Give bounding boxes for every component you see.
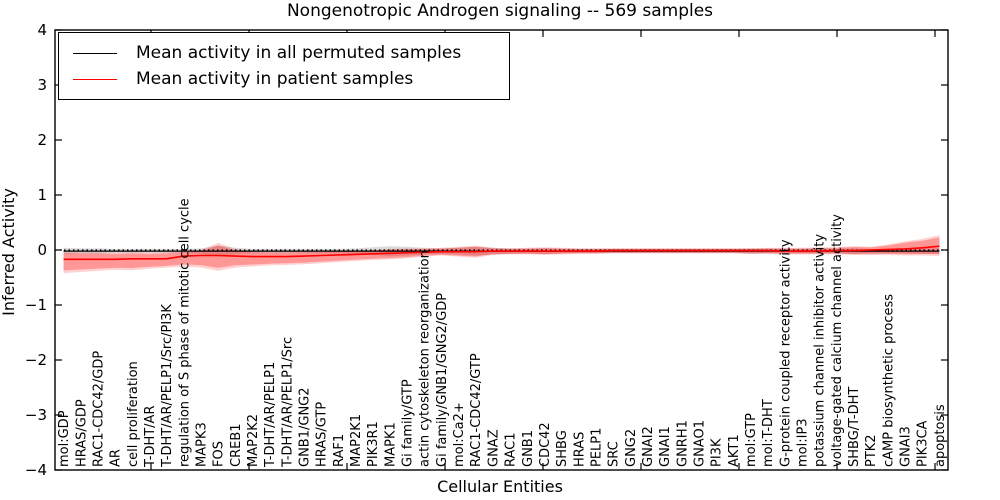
x-category-label: T-DHT/AR/PELP1/Src [280, 337, 295, 468]
x-category-label: mol:T-DHT [761, 399, 776, 467]
x-category-label: HRAS [572, 432, 587, 467]
x-category-label: regulation of S phase of mitotic cell cy… [177, 198, 192, 467]
x-axis-title: Cellular Entities [437, 477, 563, 496]
x-category-label: potassium channel inhibitor activity [813, 234, 828, 467]
x-category-label: apoptosis [933, 404, 948, 467]
y-tick-label: 1 [37, 186, 47, 204]
x-category-label: MAP2K1 [349, 414, 364, 467]
chart-title: Nongenotropic Androgen signaling -- 569 … [286, 1, 714, 21]
patient-line-swatch [73, 78, 117, 80]
y-tick-label: −1 [25, 296, 47, 314]
x-category-label: GNAI3 [899, 426, 914, 467]
x-category-label: Gi family/GTP [401, 379, 416, 467]
x-category-label: FOS [212, 441, 227, 467]
x-category-label: GNB1/GNG2 [298, 387, 313, 467]
x-category-label: cAMP biosynthetic process [881, 294, 896, 467]
x-category-label: GNAZ [486, 429, 501, 467]
y-tick-label: −3 [25, 406, 47, 424]
x-category-label: PELP1 [589, 428, 604, 467]
x-category-label: Gi family/GNB1/GNG2/GDP [435, 293, 450, 467]
x-category-label: AR [109, 449, 124, 467]
x-category-label: SHBG/T-DHT [847, 387, 862, 467]
x-category-label: PIK3CA [916, 420, 931, 467]
x-category-label: mol:GDP [57, 410, 72, 467]
x-category-label: AKT1 [727, 434, 742, 467]
x-category-label: GNAI2 [641, 426, 656, 467]
x-category-label: RAC1-CDC42/GTP [469, 353, 484, 467]
x-category-label: SRC [607, 441, 622, 467]
x-category-label: SHBG [555, 430, 570, 467]
patient-band-outer [63, 235, 940, 274]
x-category-label: GNRH1 [675, 420, 690, 467]
permuted-line-swatch [73, 52, 117, 54]
y-tick-label: 4 [37, 21, 47, 39]
x-category-label: CDC42 [538, 422, 553, 467]
y-tick-label: −2 [25, 351, 47, 369]
x-category-label: PTK2 [864, 434, 879, 467]
x-category-label: T-DHT/AR [143, 406, 158, 468]
x-category-label: T-DHT/AR/PELP1 [263, 362, 278, 468]
x-category-label: mol:IP3 [796, 418, 811, 467]
x-category-label: GNG2 [624, 429, 639, 467]
x-category-label: voltage-gated calcium channel activity [830, 214, 845, 467]
x-category-label: mol:GTP [744, 413, 759, 467]
legend-entry-patient: Mean activity in patient samples [73, 66, 509, 92]
x-category-label: RAC1-CDC42/GDP [91, 351, 106, 467]
x-category-label: HRAS/GTP [315, 402, 330, 467]
x-category-label: GNB1 [521, 430, 536, 467]
legend-label-permuted: Mean activity in all permuted samples [136, 43, 462, 63]
x-category-label: PI3K [710, 438, 725, 467]
x-category-label: RAF1 [332, 434, 347, 467]
x-category-label: GNAO1 [692, 420, 707, 467]
x-category-label: MAPK1 [383, 422, 398, 467]
x-category-label: PIK3R1 [366, 421, 381, 467]
legend: Mean activity in all permuted samples Me… [58, 32, 510, 100]
x-category-label: HRAS/GDP [74, 399, 89, 467]
x-category-label: GNAI1 [658, 426, 673, 467]
x-category-label: T-DHT/AR/PELP1/Src/PI3K [160, 304, 175, 468]
legend-entry-permuted: Mean activity in all permuted samples [73, 40, 509, 66]
x-category-label: actin cytoskeleton reorganization [418, 250, 433, 467]
y-tick-label: 0 [37, 241, 47, 259]
y-tick-label: 3 [37, 76, 47, 94]
patient-mean-line [63, 245, 940, 261]
y-tick-label: −4 [25, 461, 47, 479]
x-category-label: CREB1 [229, 423, 244, 467]
x-category-label: mol:Ca2+ [452, 402, 467, 467]
y-axis-title: Inferred Activity [0, 188, 18, 316]
x-category-label: cell proliferation [126, 361, 141, 467]
x-category-label: MAPK3 [194, 422, 209, 467]
patient-band-inner [63, 237, 940, 271]
x-category-label: MAP2K2 [246, 414, 261, 467]
y-tick-label: 2 [37, 131, 47, 149]
x-category-label: RAC1 [504, 432, 519, 467]
x-category-label: G-protein coupled receptor activity [778, 239, 793, 467]
legend-label-patient: Mean activity in patient samples [136, 69, 414, 89]
